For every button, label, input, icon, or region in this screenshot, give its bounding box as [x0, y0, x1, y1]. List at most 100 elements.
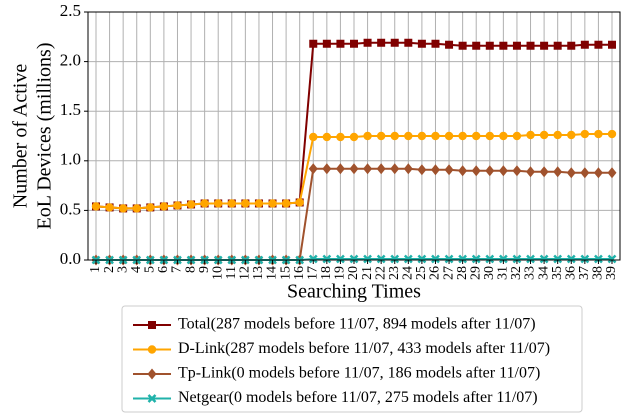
- marker: [580, 40, 589, 49]
- x-tick-label: 37: [577, 266, 592, 280]
- marker: [594, 129, 603, 139]
- x-tick-label: 6: [156, 266, 171, 273]
- x-tick-label: 28: [455, 266, 470, 280]
- marker: [458, 254, 468, 264]
- marker: [227, 199, 236, 208]
- x-tick-label: 33: [523, 266, 538, 280]
- x-tick-label: 21: [360, 266, 375, 280]
- x-tick-label: 34: [536, 266, 551, 280]
- legend-label: Netgear(0 models before 11/07, 275 model…: [178, 389, 538, 406]
- marker: [498, 165, 508, 177]
- marker: [553, 254, 563, 264]
- marker: [485, 254, 495, 264]
- marker: [349, 254, 359, 264]
- marker: [404, 131, 413, 141]
- legend-label: Total(287 models before 11/07, 894 model…: [178, 316, 536, 333]
- marker: [485, 131, 494, 141]
- marker: [485, 165, 495, 177]
- marker: [567, 41, 576, 50]
- x-tick-label: 12: [238, 266, 253, 280]
- marker: [200, 199, 209, 208]
- marker: [593, 167, 603, 179]
- marker: [146, 203, 155, 212]
- marker: [377, 38, 386, 47]
- marker: [431, 131, 440, 141]
- x-tick-label: 22: [373, 266, 388, 280]
- marker: [390, 131, 399, 141]
- x-tick-label: 7: [170, 266, 185, 273]
- marker: [458, 41, 467, 50]
- marker: [390, 163, 400, 175]
- x-tick-label: 19: [333, 266, 348, 280]
- marker: [336, 132, 345, 142]
- marker: [281, 199, 291, 208]
- marker: [147, 345, 157, 354]
- marker: [512, 131, 522, 141]
- marker: [472, 131, 481, 141]
- marker: [159, 202, 169, 211]
- marker: [431, 254, 440, 264]
- x-tick-label: 31: [496, 266, 511, 280]
- series: [91, 129, 617, 213]
- x-tick-label: 13: [251, 266, 266, 280]
- marker: [322, 132, 332, 142]
- marker: [566, 254, 576, 264]
- marker: [472, 41, 481, 50]
- marker: [403, 254, 413, 264]
- marker: [499, 41, 508, 50]
- marker: [336, 254, 345, 264]
- legend-label: Tp-Link(0 models before 11/07, 186 model…: [178, 365, 540, 382]
- marker: [335, 163, 345, 175]
- marker: [241, 199, 250, 208]
- marker: [403, 163, 413, 175]
- marker: [91, 202, 101, 211]
- legend-label: D-Link(287 models before 11/07, 433 mode…: [178, 340, 550, 357]
- marker: [567, 130, 576, 140]
- marker: [417, 131, 427, 141]
- y-tick-label: 1.0: [60, 150, 81, 169]
- marker: [336, 39, 345, 48]
- marker: [363, 163, 373, 175]
- x-axis-label: Searching Times: [287, 281, 421, 303]
- x-tick-label: 14: [265, 266, 280, 280]
- marker: [147, 368, 157, 380]
- marker: [553, 41, 562, 50]
- x-tick-label: 17: [305, 266, 320, 280]
- marker: [580, 254, 590, 264]
- marker: [444, 254, 454, 264]
- marker: [444, 164, 454, 176]
- marker: [526, 41, 535, 50]
- x-tick-label: 15: [278, 266, 293, 280]
- marker: [539, 254, 549, 264]
- marker: [417, 164, 427, 176]
- marker: [417, 254, 427, 264]
- marker: [309, 39, 318, 48]
- x-tick-label: 4: [129, 266, 144, 273]
- marker: [540, 41, 549, 50]
- x-tick-label: 9: [197, 266, 212, 273]
- marker: [471, 165, 481, 177]
- marker: [580, 167, 590, 179]
- marker: [499, 131, 508, 141]
- x-tick-label: 5: [143, 266, 158, 273]
- x-tick-label: 38: [591, 266, 606, 280]
- marker: [173, 201, 182, 210]
- x-tick-label: 35: [550, 266, 565, 280]
- marker: [539, 130, 549, 140]
- marker: [498, 254, 508, 264]
- x-tick-label: 32: [509, 266, 524, 280]
- marker: [539, 166, 549, 178]
- y-axis-label: EoL Devices (millions): [34, 43, 56, 230]
- marker: [254, 199, 264, 208]
- marker: [526, 254, 535, 264]
- x-tick-label: 11: [224, 266, 239, 279]
- marker: [186, 200, 196, 209]
- marker: [322, 163, 332, 175]
- x-tick-label: 30: [482, 266, 497, 280]
- marker: [404, 38, 413, 47]
- marker: [512, 41, 521, 50]
- x-tick-label: 3: [115, 266, 130, 273]
- y-axis-label: Number of Active: [10, 64, 32, 209]
- x-tick-label: 24: [401, 266, 416, 280]
- marker: [268, 199, 277, 208]
